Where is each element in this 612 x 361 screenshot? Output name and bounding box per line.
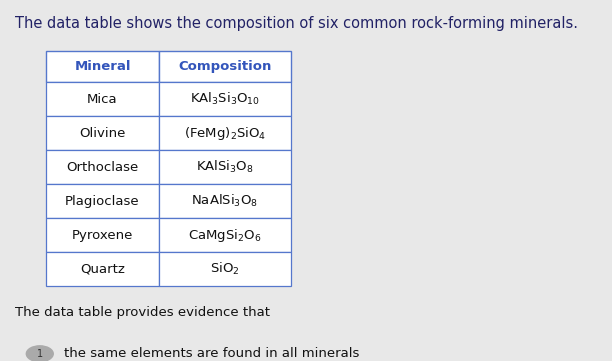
Bar xyxy=(159,184,291,218)
Bar xyxy=(46,218,159,252)
Text: (FeMg)$_2$SiO$_4$: (FeMg)$_2$SiO$_4$ xyxy=(184,125,266,142)
Bar xyxy=(159,218,291,252)
Text: The data table provides evidence that: The data table provides evidence that xyxy=(15,306,271,319)
Text: Mica: Mica xyxy=(87,93,118,106)
Text: 1: 1 xyxy=(37,349,43,359)
Text: KAlSi$_3$O$_8$: KAlSi$_3$O$_8$ xyxy=(196,159,254,175)
Circle shape xyxy=(26,346,53,361)
Bar xyxy=(159,252,291,286)
Text: Quartz: Quartz xyxy=(80,262,125,275)
Text: the same elements are found in all minerals: the same elements are found in all miner… xyxy=(64,347,360,360)
Text: Composition: Composition xyxy=(178,60,272,73)
Text: KAl$_3$Si$_3$O$_{10}$: KAl$_3$Si$_3$O$_{10}$ xyxy=(190,91,260,107)
Bar xyxy=(46,82,159,116)
Text: Mineral: Mineral xyxy=(74,60,131,73)
Text: The data table shows the composition of six common rock-forming minerals.: The data table shows the composition of … xyxy=(15,16,578,31)
Bar xyxy=(159,51,291,82)
Bar xyxy=(46,252,159,286)
Bar xyxy=(46,184,159,218)
Text: Plagioclase: Plagioclase xyxy=(65,195,140,208)
Text: Pyroxene: Pyroxene xyxy=(72,229,133,242)
Text: NaAlSi$_3$O$_8$: NaAlSi$_3$O$_8$ xyxy=(192,193,258,209)
Bar xyxy=(46,51,159,82)
Bar xyxy=(159,82,291,116)
Text: Orthoclase: Orthoclase xyxy=(66,161,139,174)
Bar xyxy=(159,150,291,184)
Bar xyxy=(46,116,159,150)
Text: SiO$_2$: SiO$_2$ xyxy=(210,261,240,277)
Bar xyxy=(46,150,159,184)
Bar xyxy=(159,116,291,150)
Text: Olivine: Olivine xyxy=(80,127,125,140)
Text: CaMgSi$_2$O$_6$: CaMgSi$_2$O$_6$ xyxy=(188,226,262,244)
